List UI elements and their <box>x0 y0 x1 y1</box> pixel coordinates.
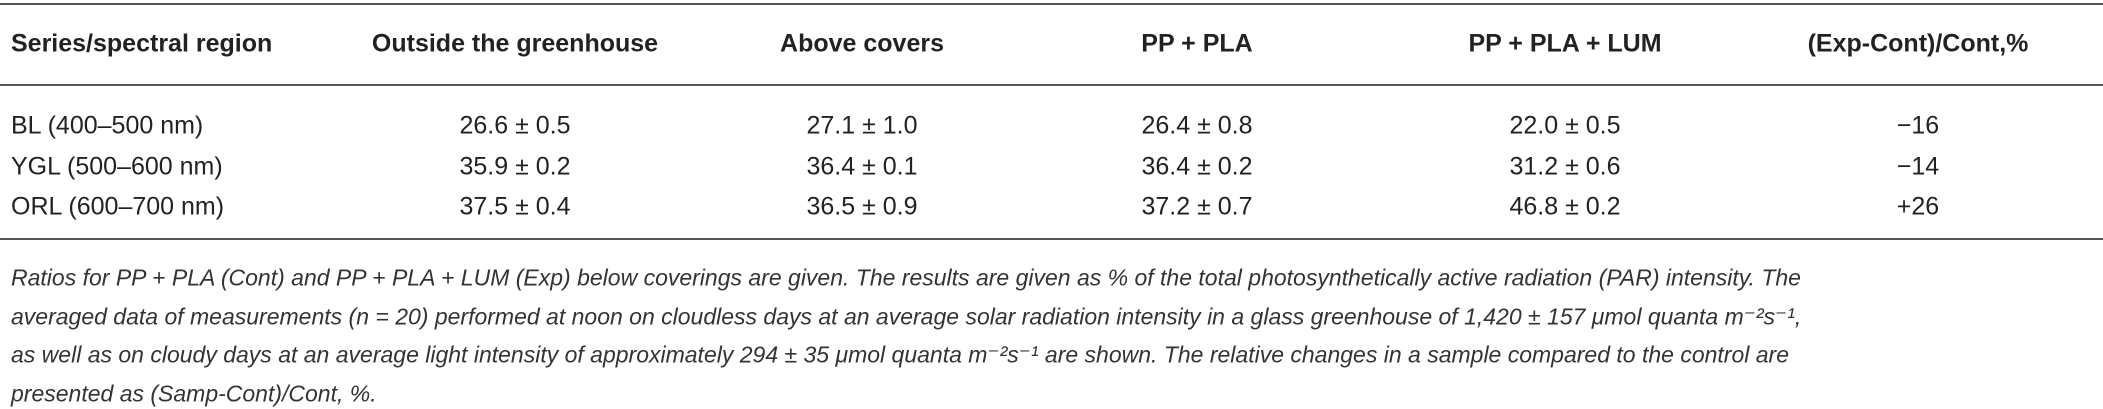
table-cell: 37.2 ± 0.7 <box>1141 192 1253 221</box>
header-cell: Outside the greenhouse <box>371 29 659 58</box>
header-cell: Series/spectral region <box>11 29 273 58</box>
header-rule <box>0 84 2103 86</box>
header-cell: (Exp-Cont)/Cont,% <box>1807 29 2029 58</box>
table-cell: 36.4 ± 0.1 <box>806 152 918 181</box>
table-cell: 27.1 ± 1.0 <box>806 111 918 140</box>
table-cell: 26.4 ± 0.8 <box>1141 111 1253 140</box>
top-rule <box>0 3 2103 5</box>
bottom-rule <box>0 238 2103 240</box>
table-cell: YGL (500–600 nm) <box>11 152 223 181</box>
table-cell: 37.5 ± 0.4 <box>459 192 571 221</box>
header-cell: Above covers <box>780 29 944 58</box>
table-cell: BL (400–500 nm) <box>11 111 204 140</box>
table-cell: 31.2 ± 0.6 <box>1509 152 1621 181</box>
table-cell: 36.4 ± 0.2 <box>1141 152 1253 181</box>
table-cell: +26 <box>1896 192 1940 221</box>
table-cell: 35.9 ± 0.2 <box>459 152 571 181</box>
table-note: presented as (Samp-Cont)/Cont, %. <box>11 380 377 406</box>
table-cell: 36.5 ± 0.9 <box>806 192 918 221</box>
table-note: Ratios for PP + PLA (Cont) and PP + PLA … <box>11 264 1801 291</box>
table-cell: −14 <box>1896 152 1940 181</box>
table-note: as well as on cloudy days at an average … <box>11 341 1789 368</box>
table-cell: ORL (600–700 nm) <box>11 192 225 221</box>
table-cell: −16 <box>1896 111 1940 140</box>
table-note: averaged data of measurements (n = 20) p… <box>11 303 1802 329</box>
header-cell: PP + PLA + LUM <box>1468 29 1662 58</box>
table-cell: 22.0 ± 0.5 <box>1509 111 1621 140</box>
table-cell: 26.6 ± 0.5 <box>459 111 571 140</box>
header-cell: PP + PLA <box>1141 29 1253 58</box>
table-cell: 46.8 ± 0.2 <box>1509 192 1621 221</box>
